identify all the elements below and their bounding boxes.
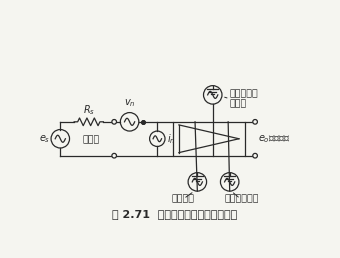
Text: $e_o$（输出）: $e_o$（输出） xyxy=(258,133,290,145)
Circle shape xyxy=(253,154,257,158)
Text: 电源电压变化: 电源电压变化 xyxy=(225,195,259,204)
Text: $v_n$: $v_n$ xyxy=(124,98,135,109)
Circle shape xyxy=(112,119,117,124)
Circle shape xyxy=(112,154,117,158)
Text: 温度变化: 温度变化 xyxy=(172,195,195,204)
Text: $i_n$: $i_n$ xyxy=(167,132,175,146)
Circle shape xyxy=(253,119,257,124)
Text: 特性随时间
的变化: 特性随时间 的变化 xyxy=(230,89,258,108)
Text: 图 2.71  放大电路中噪声的等效表示: 图 2.71 放大电路中噪声的等效表示 xyxy=(112,209,237,219)
Text: $R_s$: $R_s$ xyxy=(83,103,95,117)
Text: $e_s$: $e_s$ xyxy=(39,133,50,145)
Bar xyxy=(173,122,245,156)
Text: 信号源: 信号源 xyxy=(83,136,100,145)
